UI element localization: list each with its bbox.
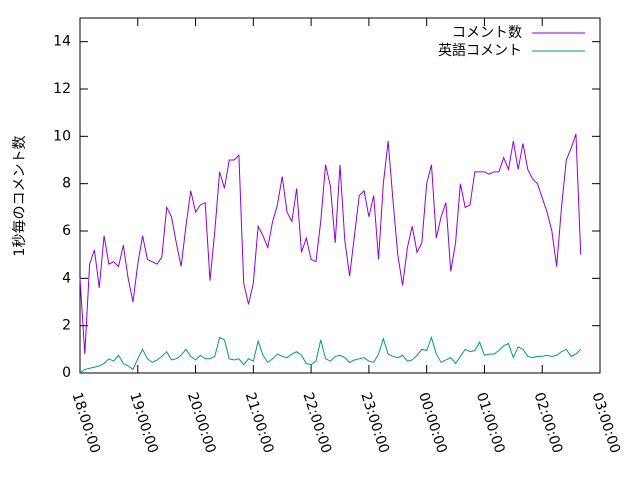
y-tick-label: 12: [53, 81, 71, 97]
x-tick-label: 00:00:00: [415, 391, 450, 456]
plot-frame: [79, 17, 601, 374]
x-tick-label: 18:00:00: [68, 391, 103, 456]
x-tick-label: 01:00:00: [473, 391, 508, 456]
y-tick-label: 4: [62, 270, 71, 286]
y-axis-label: 1秒毎のコメント数: [12, 136, 28, 257]
legend-label: 英語コメント: [438, 42, 522, 59]
x-tick-label: 02:00:00: [531, 391, 566, 456]
y-tick-label: 6: [62, 223, 71, 239]
y-tick-label: 14: [53, 34, 71, 50]
x-tick-label: 23:00:00: [357, 391, 392, 456]
series-line: [79, 133, 582, 355]
x-tick-label: 19:00:00: [126, 391, 161, 456]
series-line: [79, 335, 582, 374]
y-tick-label: 0: [62, 365, 71, 381]
y-tick-label: 2: [62, 318, 71, 334]
x-tick-label: 21:00:00: [242, 391, 277, 456]
x-tick-label: 20:00:00: [184, 391, 219, 456]
x-tick-label: 03:00:00: [588, 391, 623, 456]
x-tick-label: 22:00:00: [300, 391, 335, 456]
y-tick-label: 8: [62, 176, 71, 192]
legend-label: コメント数: [452, 25, 522, 41]
y-tick-label: 10: [53, 128, 71, 144]
